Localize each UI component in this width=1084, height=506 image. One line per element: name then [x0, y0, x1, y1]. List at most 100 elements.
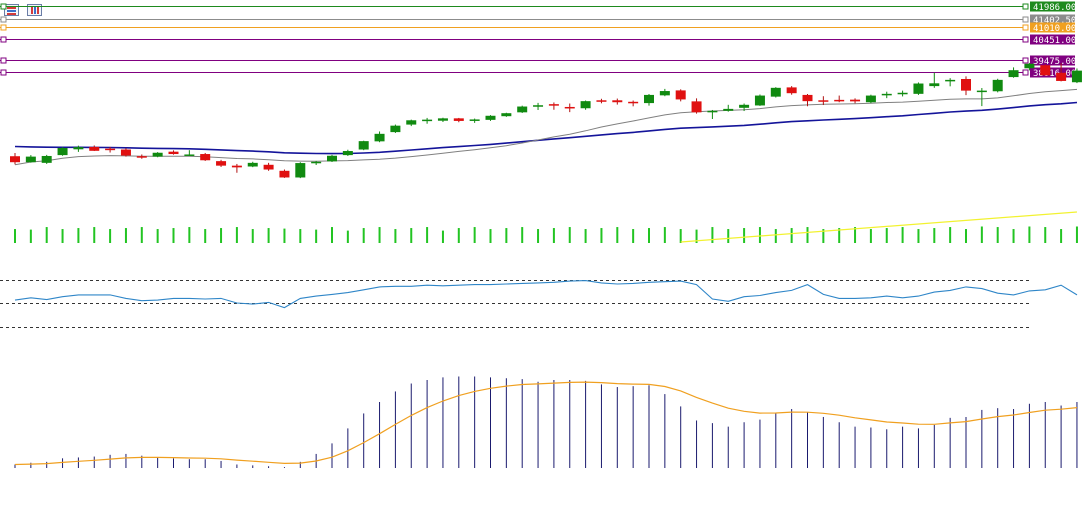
candle-body-7: [120, 149, 131, 156]
volume-bar-60: [965, 229, 967, 243]
volume-bar-42: [679, 229, 682, 243]
volume-bar-41: [663, 227, 666, 243]
volume-bar-56: [901, 227, 904, 243]
volume-bar-3: [61, 229, 64, 243]
candle-body-6: [105, 148, 116, 151]
candle-body-61: [976, 90, 987, 93]
volume-bar-23: [378, 227, 381, 243]
candle-body-62: [992, 79, 1003, 92]
volume-bar-4: [77, 228, 80, 243]
candle-body-50: [802, 94, 813, 102]
level-marker-left-2: [0, 24, 7, 31]
candle-body-25: [406, 120, 417, 125]
volume-bar-0: [14, 229, 16, 243]
candle-body-24: [390, 125, 401, 133]
volume-bar-39: [632, 229, 635, 243]
rsi-line: [14, 280, 1078, 309]
volume-bar-19: [315, 229, 318, 243]
candle-body-30: [485, 115, 496, 120]
volume-bar-43: [695, 229, 698, 243]
volume-bar-61: [980, 226, 983, 243]
volume-bar-67: [1075, 226, 1078, 243]
candle-body-35: [564, 106, 575, 109]
volume-bar-57: [917, 229, 920, 243]
candle-body-17: [279, 170, 290, 178]
macd-signal-line: [14, 381, 1078, 466]
volume-bar-64: [1028, 226, 1031, 243]
volume-bar-14: [235, 227, 238, 243]
candle-body-55: [881, 93, 892, 96]
macd-histogram: [14, 376, 1078, 468]
candle-body-52: [834, 99, 845, 102]
volume-bar-11: [188, 227, 191, 243]
volume-bars: [14, 226, 1078, 243]
volume-bar-29: [473, 227, 476, 243]
candle-body-13: [216, 161, 227, 166]
candle-body-3: [57, 148, 68, 156]
volume-bar-26: [426, 227, 429, 243]
candle-body-34: [548, 104, 559, 106]
volume-bar-7: [124, 228, 127, 243]
candle-body-40: [644, 94, 654, 104]
ma-fast-line: [14, 88, 1078, 166]
volume-bar-55: [885, 228, 888, 243]
candle-body-49: [786, 87, 797, 94]
volume-bar-24: [394, 229, 397, 243]
volume-bar-18: [299, 229, 302, 243]
candle-body-27: [437, 118, 448, 121]
candles: [10, 62, 1082, 179]
volume-bar-9: [156, 229, 159, 243]
volume-bar-46: [743, 228, 746, 243]
level-marker-left-5: [0, 69, 7, 76]
level-marker-right-5: [1022, 69, 1029, 76]
candle-body-37: [596, 100, 607, 102]
volume-bar-2: [45, 227, 48, 243]
candle-body-66: [1056, 72, 1067, 81]
ma-slow-line: [14, 101, 1078, 155]
volume-average-line: [680, 211, 1077, 243]
candle-body-36: [580, 101, 591, 109]
volume-bar-53: [854, 227, 857, 243]
candle-body-20: [327, 155, 337, 162]
candle-body-21: [342, 151, 353, 156]
candle-body-44: [707, 110, 718, 113]
level-marker-right-0: [1022, 3, 1029, 10]
volume-bar-33: [537, 229, 540, 243]
volume-bar-28: [457, 228, 460, 243]
candle-body-11: [184, 154, 195, 156]
volume-bar-38: [616, 227, 619, 243]
candle-body-1: [25, 156, 36, 163]
volume-bar-12: [204, 229, 207, 243]
candle-body-23: [374, 133, 385, 142]
volume-bar-16: [267, 228, 270, 243]
volume-bar-36: [584, 229, 587, 243]
candle-body-31: [501, 113, 512, 117]
volume-bar-21: [346, 230, 349, 243]
candle-body-32: [517, 106, 528, 113]
level-marker-right-3: [1022, 36, 1029, 43]
level-marker-right-4: [1022, 57, 1029, 64]
level-label-5: 38916.00: [1033, 69, 1076, 79]
candle-body-43: [691, 101, 702, 113]
level-label-0: 41986.00: [1033, 3, 1076, 13]
volume-bar-30: [489, 229, 492, 243]
candle-body-33: [533, 105, 544, 107]
volume-bar-22: [362, 228, 365, 243]
candle-body-39: [628, 101, 639, 104]
level-label-bg-4: [1030, 55, 1075, 66]
level-marker-left-0: [0, 3, 7, 10]
candle-body-2: [41, 155, 52, 163]
volume-bar-1: [29, 229, 32, 243]
volume-bar-20: [331, 227, 333, 243]
candle-body-42: [675, 90, 686, 100]
candle-body-51: [818, 100, 829, 102]
level-label-bg-0: [1030, 1, 1075, 12]
candle-body-65: [1040, 65, 1051, 76]
candle-body-41: [659, 91, 670, 96]
candle-body-14: [231, 165, 242, 168]
candle-body-53: [850, 99, 861, 102]
level-label-2: 41010.00: [1033, 24, 1076, 34]
candle-body-12: [200, 154, 211, 161]
